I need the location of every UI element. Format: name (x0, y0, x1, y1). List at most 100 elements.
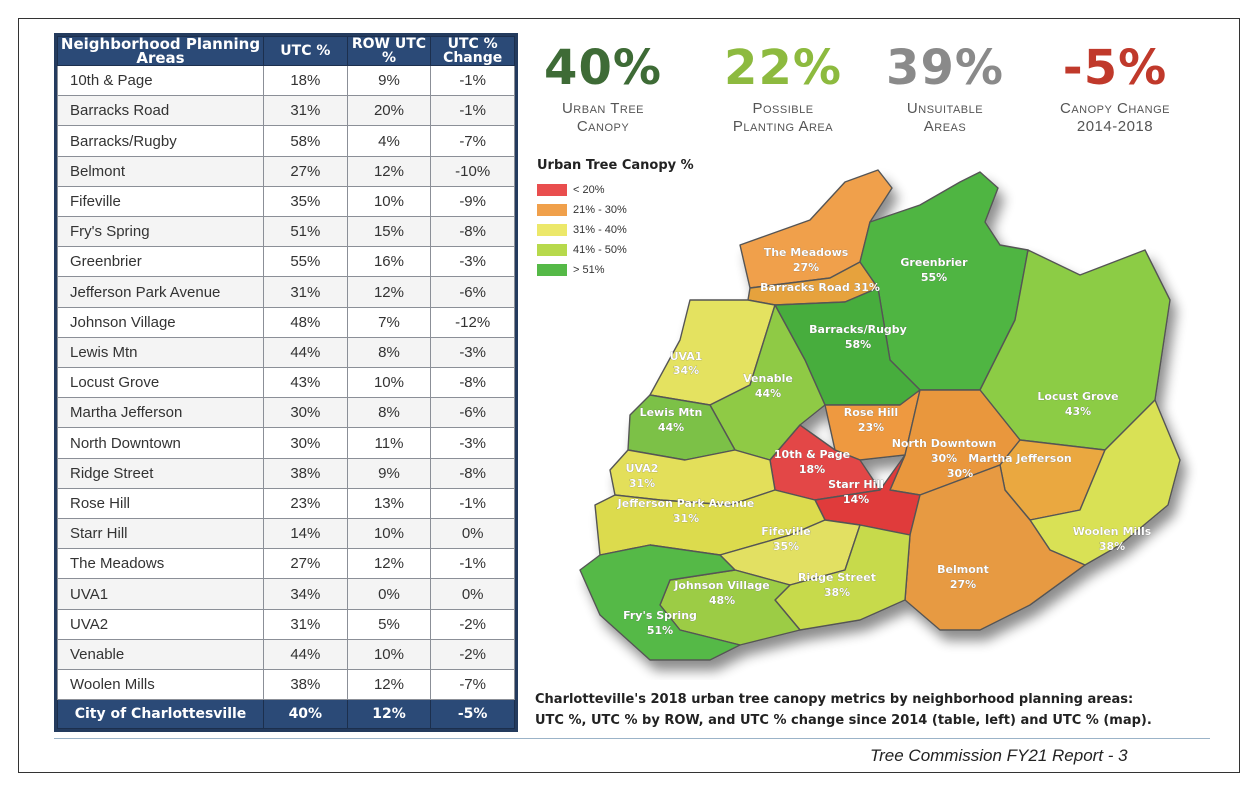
neighborhood-value-martha: 30% (947, 467, 973, 480)
stat-block: 39% Unsuitable Areas (860, 40, 1030, 136)
table-header-row: Neighborhood Planning Areas UTC % ROW UT… (57, 36, 515, 66)
cell-row-utc: 9% (346, 64, 432, 97)
stat-label-line-1: Canopy Change (1060, 100, 1170, 117)
neighborhood-region-frys (579, 544, 741, 661)
stat-label-line-1: Urban Tree (561, 100, 645, 117)
neighborhood-value-ridge: 38% (824, 586, 850, 599)
cell-utc: 55% (263, 246, 348, 278)
table-row: The Meadows 27% 12% -1% (57, 548, 515, 580)
stat-label: Possible Planting Area (698, 100, 868, 136)
legend-item: 41% - 50% (537, 240, 627, 260)
stat-label-line-2: Planting Area (732, 118, 834, 135)
total-cell-name: City of Charlottesville (57, 699, 264, 729)
cell-utc-change: -1% (430, 487, 515, 520)
neighborhood-region-belmont (904, 464, 1086, 631)
neighborhood-value-venable: 44% (755, 387, 781, 400)
cell-utc: 34% (263, 578, 348, 610)
table-row: Jefferson Park Avenue 31% 12% -6% (57, 276, 515, 308)
neighborhood-label-venable: Venable (743, 372, 793, 385)
stat-label-line-1: Possible (752, 100, 814, 117)
cell-row-utc: 15% (346, 216, 432, 248)
cell-row-utc: 11% (346, 427, 432, 459)
table-row: Ridge Street 38% 9% -8% (57, 457, 515, 489)
cell-utc: 35% (263, 185, 348, 218)
legend-swatch (537, 264, 567, 276)
neighborhood-label-frys: Fry's Spring (623, 609, 697, 622)
legend-title: Urban Tree Canopy % (537, 158, 694, 173)
legend-swatch (537, 224, 567, 236)
neighborhood-value-rugby: 58% (845, 338, 871, 351)
map-legend: < 20% 21% - 30% 31% - 40% 41% - 50% > 51% (537, 180, 627, 280)
cell-utc: 18% (263, 64, 348, 97)
cell-utc: 38% (263, 457, 348, 489)
neighborhood-label-starr: Starr Hill (828, 478, 884, 491)
stat-label: Urban Tree Canopy (518, 100, 688, 136)
header-neighborhood: Neighborhood Planning Areas (57, 36, 264, 66)
cell-neighborhood: Lewis Mtn (57, 336, 264, 369)
cell-row-utc: 10% (346, 638, 432, 671)
neighborhood-value-lewis: 44% (658, 421, 684, 434)
cell-neighborhood: North Downtown (57, 427, 264, 459)
map-caption: Charlotteville's 2018 urban tree canopy … (535, 689, 1225, 731)
cell-neighborhood: Martha Jefferson (57, 397, 264, 429)
neighborhood-value-starr: 14% (843, 493, 869, 506)
cell-row-utc: 13% (346, 487, 432, 520)
cell-utc-change: -1% (430, 548, 515, 580)
cell-neighborhood: Jefferson Park Avenue (57, 276, 264, 308)
legend-label: 21% - 30% (573, 204, 627, 216)
stat-label-line-2: 2014-2018 (1076, 118, 1154, 135)
cell-row-utc: 12% (346, 548, 432, 580)
cell-utc-change: 0% (430, 518, 515, 550)
table-row: Greenbrier 55% 16% -3% (57, 246, 515, 278)
legend-label: 31% - 40% (573, 224, 627, 236)
cell-neighborhood: Rose Hill (57, 487, 264, 520)
stat-label: Unsuitable Areas (860, 100, 1030, 136)
stat-block: 22% Possible Planting Area (698, 40, 868, 136)
neighborhood-label-jpa: Jefferson Park Avenue (617, 497, 755, 510)
cell-row-utc: 8% (346, 397, 432, 429)
cell-utc: 44% (263, 638, 348, 671)
cell-utc-change: -1% (430, 64, 515, 97)
cell-utc-change: 0% (430, 578, 515, 610)
cell-neighborhood: UVA1 (57, 578, 264, 610)
stat-value: 22% (724, 40, 842, 96)
cell-utc-change: -7% (430, 669, 515, 701)
table-row: Martha Jefferson 30% 8% -6% (57, 397, 515, 429)
neighborhood-label-locust: Locust Grove (1037, 390, 1118, 403)
legend-swatch (537, 244, 567, 256)
cell-row-utc: 10% (346, 185, 432, 218)
neighborhood-label-ridge: Ridge Street (798, 571, 876, 584)
total-cell-row: 12% (346, 699, 432, 729)
neighborhood-label-tenth: 10th & Page (774, 448, 850, 461)
cell-utc-change: -9% (430, 185, 515, 218)
cell-row-utc: 9% (346, 457, 432, 489)
neighborhood-value-greenbrier: 55% (921, 271, 947, 284)
cell-row-utc: 12% (346, 276, 432, 308)
stat-label-line-2: Canopy (576, 118, 630, 135)
neighborhood-value-fifeville: 35% (773, 540, 799, 553)
cell-row-utc: 0% (346, 578, 432, 610)
canopy-map: The Meadows 27% Barracks Road 31% Greenbrie… (579, 169, 1181, 661)
neighborhood-value-uva2: 31% (629, 477, 655, 490)
table-row: Fifeville 35% 10% -9% (57, 185, 515, 218)
neighborhood-label-barracks: Barracks Road 31% (760, 281, 880, 294)
neighborhood-value-northdt: 30% (931, 452, 957, 465)
table-row: Johnson Village 48% 7% -12% (57, 306, 515, 338)
cell-neighborhood: Locust Grove (57, 367, 264, 399)
legend-label: 41% - 50% (573, 244, 627, 256)
page-footer: Tree Commission FY21 Report - 3 (870, 746, 1128, 765)
cell-utc-change: -6% (430, 276, 515, 308)
cell-utc-change: -8% (430, 216, 515, 248)
legend-item: < 20% (537, 180, 627, 200)
cell-utc: 44% (263, 336, 348, 369)
cell-utc: 23% (263, 487, 348, 520)
table-row: Rose Hill 23% 13% -1% (57, 487, 515, 520)
cell-row-utc: 5% (346, 608, 432, 640)
legend-label: > 51% (573, 264, 605, 276)
cell-neighborhood: UVA2 (57, 608, 264, 640)
table-row: Lewis Mtn 44% 8% -3% (57, 336, 515, 369)
cell-row-utc: 10% (346, 367, 432, 399)
cell-neighborhood: Venable (57, 638, 264, 671)
table-row: Starr Hill 14% 10% 0% (57, 518, 515, 550)
total-cell-change: -5% (430, 699, 515, 729)
